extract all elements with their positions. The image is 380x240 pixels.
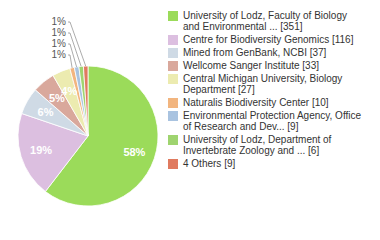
html-text:Naturalis Biodiversity Center: Naturalis Biodiversity Center [10] [183,97,329,108]
html-text:4 Others [9]: 4 Others [9] [183,158,236,169]
html-text:Central Michigan University, B: Central Michigan University, Biology Dep… [183,73,343,95]
svg-text:4%: 4% [61,85,77,97]
svg-text:58%: 58% [123,146,145,158]
svg-text:1%: 1% [52,38,67,49]
svg-text:19%: 19% [30,144,52,156]
svg-text:6%: 6% [38,106,54,118]
svg-text:5%: 5% [49,92,65,105]
html-text:Wellcome Sanger Institute [33]: Wellcome Sanger Institute [33] [183,60,319,71]
svg-text:1%: 1% [52,16,67,27]
html-text:Centre for Biodiversity Genomi: Centre for Biodiversity Genomics [116] [183,34,354,45]
html-text:University of Lodz, Faculty of: University of Lodz, Faculty of Biology a… [183,10,347,32]
html-text:Mined from GenBank, NCBI [37]: Mined from GenBank, NCBI [37] [183,47,327,58]
svg-text:1%: 1% [52,27,67,38]
svg-text:1%: 1% [52,49,67,60]
html-text:University of Lodz, Department: University of Lodz, Department of Invert… [183,134,332,156]
html-text:Environmental Protection Agenc: Environmental Protection Agency, Office … [183,110,362,132]
